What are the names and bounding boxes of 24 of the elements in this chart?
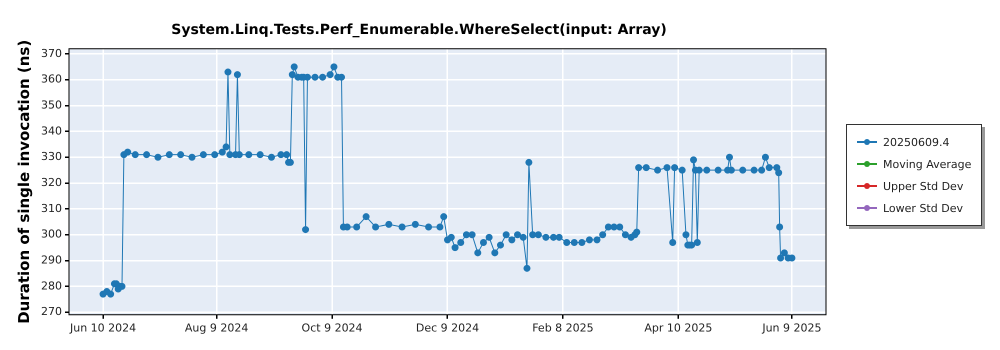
y-tick-label: 290: [40, 253, 62, 266]
x-tick-label: Apr 10 2025: [644, 321, 712, 334]
y-tick-label: 320: [40, 176, 62, 189]
y-tick-label: 270: [40, 305, 62, 318]
chart-title: System.Linq.Tests.Perf_Enumerable.WhereSelect(input: Array): [171, 22, 667, 38]
x-tick-label: Aug 9 2024: [184, 321, 248, 334]
y-tick-label: 280: [40, 279, 62, 292]
y-tick-label: 360: [40, 72, 62, 86]
y-tick-label: 370: [40, 46, 62, 60]
legend-label: Lower Std Dev: [883, 202, 963, 214]
y-tick-label: 300: [40, 228, 62, 241]
x-tick-label: Feb 8 2025: [532, 321, 594, 334]
x-tick-label: Dec 9 2024: [416, 321, 480, 334]
legend-label: 20250609.4: [883, 136, 950, 148]
legend-label: Moving Average: [883, 158, 972, 170]
x-tick-label: Oct 9 2024: [302, 321, 363, 334]
y-axis-title: Duration of single invocation (ns): [14, 40, 33, 324]
y-tick-label: 330: [40, 150, 62, 164]
legend-label: Upper Std Dev: [883, 180, 964, 192]
y-tick-label: 340: [40, 124, 62, 138]
x-tick-label: Jun 10 2024: [68, 321, 136, 334]
x-tick-label: Jun 9 2025: [761, 321, 822, 334]
y-tick-label: 350: [40, 98, 62, 112]
y-tick-label: 310: [40, 202, 62, 215]
